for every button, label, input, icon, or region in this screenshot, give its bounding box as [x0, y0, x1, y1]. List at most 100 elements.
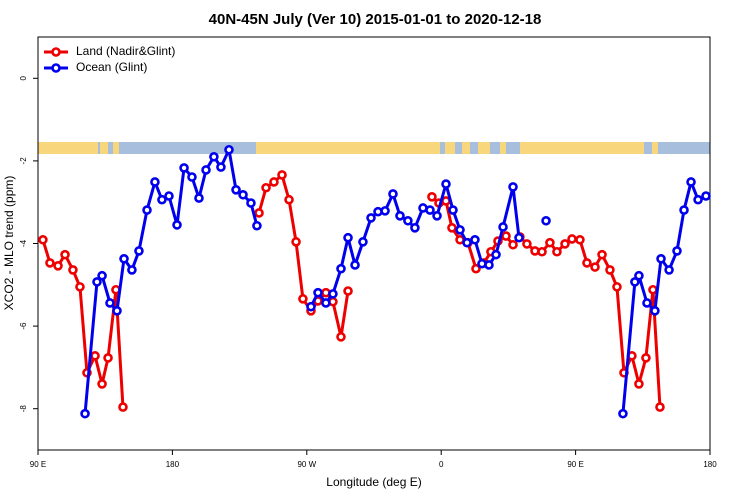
data-point — [179, 163, 189, 173]
data-point — [664, 265, 674, 275]
data-point — [641, 353, 651, 363]
data-point — [142, 205, 152, 215]
data-point — [277, 170, 287, 180]
data-point — [68, 265, 78, 275]
data-point — [103, 353, 113, 363]
data-point — [462, 237, 472, 248]
data-point — [679, 205, 689, 215]
data-point — [537, 246, 547, 257]
x-tick-label: 0 — [439, 460, 444, 469]
data-point — [630, 277, 640, 287]
data-point — [75, 282, 85, 292]
x-tick-label: 90 E — [567, 460, 583, 469]
data-point — [366, 213, 376, 223]
legend-swatch-marker — [51, 47, 61, 57]
data-point — [269, 177, 279, 187]
legend-label: Ocean (Glint) — [76, 60, 147, 74]
chart-title: 40N-45N July (Ver 10) 2015-01-01 to 2020… — [209, 11, 542, 28]
data-point — [97, 270, 107, 281]
data-point — [395, 211, 405, 221]
data-point — [187, 172, 197, 182]
data-point — [567, 234, 577, 244]
data-point — [427, 192, 437, 202]
data-point — [284, 194, 294, 205]
data-point — [90, 351, 100, 361]
data-point — [597, 249, 607, 260]
data-point — [693, 194, 703, 205]
data-point — [134, 246, 144, 256]
data-point — [501, 231, 511, 241]
data-point — [425, 205, 435, 215]
data-point — [448, 205, 458, 215]
data-point — [648, 284, 658, 295]
data-point — [224, 144, 234, 155]
x-tick-label: 180 — [166, 460, 180, 469]
data-point — [80, 408, 90, 419]
x-tick-label: 90 W — [297, 460, 316, 469]
data-point — [484, 260, 494, 270]
data-point — [105, 298, 115, 308]
data-point — [112, 306, 122, 316]
y-tick-label: -8 — [19, 405, 28, 413]
data-point — [194, 193, 204, 203]
data-point — [246, 198, 256, 208]
data-point — [498, 222, 508, 232]
data-point — [552, 246, 562, 257]
data-point — [118, 402, 128, 412]
data-point — [119, 253, 129, 264]
data-point — [701, 191, 711, 201]
data-point — [655, 402, 665, 412]
data-point — [358, 237, 368, 247]
x-tick-label: 180 — [703, 460, 717, 469]
data-point — [650, 306, 660, 316]
data-point — [343, 232, 353, 243]
data-point — [328, 289, 338, 299]
y-tick-label: -6 — [19, 322, 28, 330]
data-point — [321, 298, 331, 308]
data-point — [261, 182, 271, 193]
data-point — [672, 246, 682, 256]
data-point — [350, 260, 360, 270]
data-point — [508, 239, 518, 250]
data-point — [642, 298, 652, 308]
data-point — [605, 265, 615, 275]
data-point — [545, 237, 555, 248]
legend-label: Land (Nadir&Glint) — [76, 44, 175, 58]
data-point — [618, 408, 628, 419]
data-point — [343, 286, 353, 296]
data-point — [441, 179, 451, 189]
data-point — [306, 301, 316, 312]
series-line — [257, 173, 350, 339]
data-point — [403, 215, 413, 226]
data-point — [560, 239, 570, 249]
data-point — [582, 258, 592, 268]
data-point — [252, 220, 262, 231]
data-point — [336, 263, 346, 274]
legend-swatch-marker — [51, 63, 61, 73]
y-axis-label: XCO2 - MLO trend (ppm) — [2, 176, 16, 311]
data-point — [380, 206, 390, 216]
series-line — [83, 148, 259, 414]
data-point — [634, 270, 644, 281]
data-point — [313, 287, 323, 298]
data-point — [291, 237, 301, 247]
data-point — [157, 194, 167, 205]
series-line — [621, 180, 707, 414]
data-point — [508, 182, 518, 192]
data-point — [150, 177, 160, 187]
data-point — [686, 177, 696, 187]
data-point — [455, 225, 465, 235]
data-point — [60, 249, 70, 260]
data-point — [410, 223, 420, 233]
data-point — [172, 220, 182, 230]
series-line — [309, 182, 521, 308]
data-point — [254, 208, 264, 218]
data-point — [92, 277, 102, 287]
data-point — [634, 379, 644, 389]
data-point — [201, 165, 211, 175]
data-point — [447, 223, 457, 233]
y-tick-label: -2 — [19, 157, 28, 165]
data-point — [216, 162, 226, 172]
data-point — [541, 215, 551, 226]
